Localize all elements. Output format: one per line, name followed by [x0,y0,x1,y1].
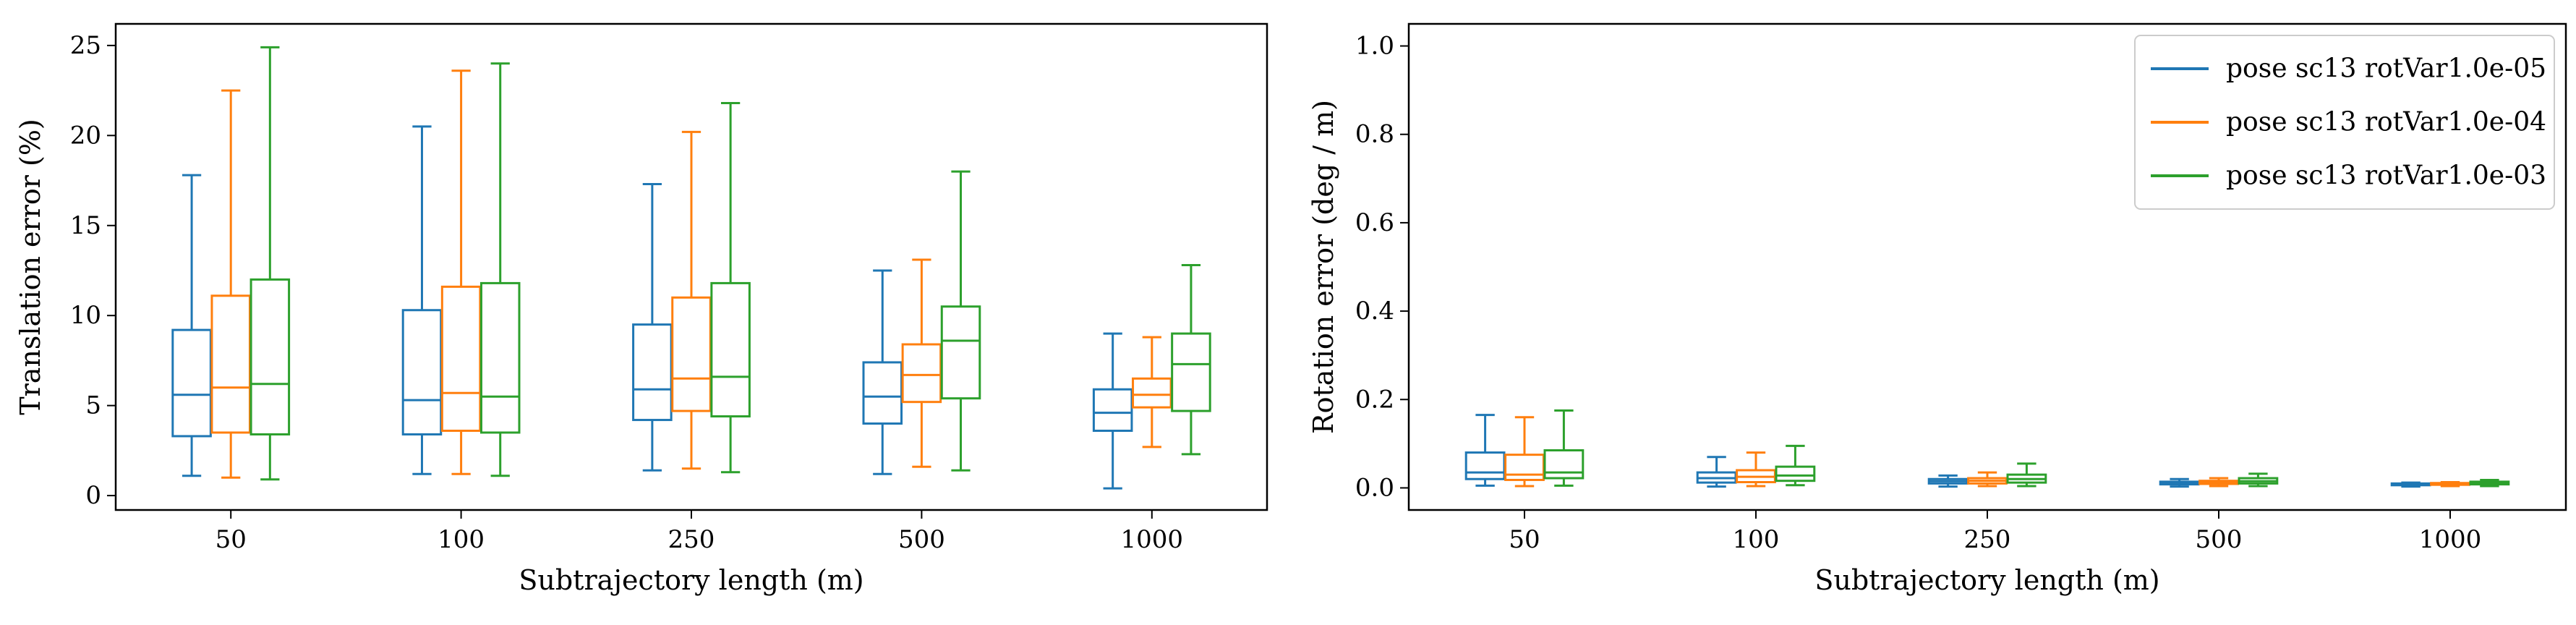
chart1-xtick-label: 1000 [1121,525,1184,554]
chart1-box-s2-c1 [210,89,251,479]
chart1-box-s1-c3 [632,183,673,472]
box-iqr [210,294,251,434]
chart1-box-s3-c1 [250,46,291,481]
chart1-xtick-label: 100 [438,525,485,554]
chart2-ytick-label: 0.2 [1355,385,1394,414]
chart1-x-axis-label: Subtrajectory length (m) [519,564,863,596]
box-iqr [440,285,482,432]
chart1-ytick-label: 10 [70,301,101,330]
chart1-box-s1-c2 [401,125,443,475]
box-iqr [632,323,673,422]
box-iqr [862,361,903,425]
chart2-xtick-label: 250 [1964,525,2011,554]
legend-label-1: pose sc13 rotVar1.0e-05 [2226,54,2546,84]
chart2-ytick-label: 0.4 [1355,297,1394,326]
chart1-box-s2-c4 [901,258,942,468]
chart1-box-s3-c5 [1171,264,1211,456]
chart2-box-s1-c1 [1464,414,1506,487]
chart1-box-s2-c2 [440,69,482,475]
chart2-xtick-label: 100 [1733,525,1780,554]
chart1-box-s2-c5 [1132,336,1172,448]
box-iqr [479,281,521,434]
box-iqr [671,296,712,412]
chart1-xtick-label: 50 [216,525,247,554]
chart2-box-s1-c3 [1927,474,1969,488]
chart1-box-s3-c3 [710,102,751,474]
chart1-ytick-label: 0 [85,481,101,510]
chart1-group: 0 5 10 15 20 25 50 100 250 500 1000 Subtrajectory l… [14,22,1268,596]
chart1-ytick-label: 25 [70,31,101,60]
chart2-box-s3-c4 [2238,472,2279,488]
chart2-box-s3-c2 [1775,444,1816,487]
chart1-xtick-label: 500 [898,525,945,554]
box-iqr [1092,388,1133,432]
chart2-xtick-label: 1000 [2419,525,2482,554]
chart2-box-s1-c5 [2390,481,2431,488]
legend-label-3: pose sc13 rotVar1.0e-03 [2226,161,2546,191]
chart2-ytick-label: 0.8 [1355,120,1394,149]
chart1-xtick-label: 250 [668,525,715,554]
chart2-box-s3-c3 [2006,462,2047,488]
box-iqr [710,281,751,418]
chart2-box-s1-c4 [2159,477,2200,488]
box-iqr [940,305,981,400]
box-iqr [1171,332,1211,412]
chart1-box-s3-c4 [940,170,981,472]
box-iqr [1132,377,1172,409]
chart2-box-s2-c5 [2430,481,2470,488]
box-iqr [901,343,942,404]
chart1-ytick-label: 20 [70,121,101,150]
chart1-y-axis-label: Translation error (%) [14,119,46,415]
chart2-box-s1-c2 [1696,456,1737,488]
chart2-box-s2-c2 [1736,451,1776,488]
legend-label-2: pose sc13 rotVar1.0e-04 [2226,108,2546,137]
chart2-xtick-label: 500 [2196,525,2243,554]
chart2-box-s3-c1 [1543,409,1585,487]
box-iqr [1464,451,1506,480]
chart1-box-s3-c2 [479,62,521,477]
chart2-ytick-label: 0.0 [1355,473,1394,502]
chart2-ytick-label: 1.0 [1355,32,1394,61]
chart2-box-s2-c3 [1967,471,2008,488]
legend-frame [2134,35,2555,210]
chart1-ytick-label: 5 [85,391,101,420]
chart2-y-axis-label: Rotation error (deg / m) [1308,100,1339,434]
box-iqr [1504,454,1545,481]
box-iqr [171,328,212,438]
chart2-x-axis-label: Subtrajectory length (m) [1814,564,2159,596]
chart2-box-s2-c4 [2198,477,2239,488]
box-iqr [1775,465,1816,482]
box-iqr [1543,449,1585,480]
chart2-xtick-label: 50 [1509,525,1540,554]
chart1-ytick-label: 15 [70,211,101,240]
chart2-ytick-label: 0.6 [1355,208,1394,237]
chart2-group: 0.0 0.2 0.4 0.6 0.8 1.0 50 100 250 500 1000 Subtraj… [1308,22,2567,596]
chart2-box-s2-c1 [1504,416,1545,488]
box-iqr [401,309,443,435]
box-iqr [250,278,291,435]
chart1-box-s2-c3 [671,130,712,470]
chart1-box-s1-c4 [862,269,903,475]
chart2-legend: pose sc13 rotVar1.0e-05 pose sc13 rotVar1… [2134,35,2555,210]
chart2-box-s3-c5 [2469,478,2510,488]
chart1-box-s1-c5 [1092,332,1133,490]
chart1-box-s1-c1 [171,174,212,477]
